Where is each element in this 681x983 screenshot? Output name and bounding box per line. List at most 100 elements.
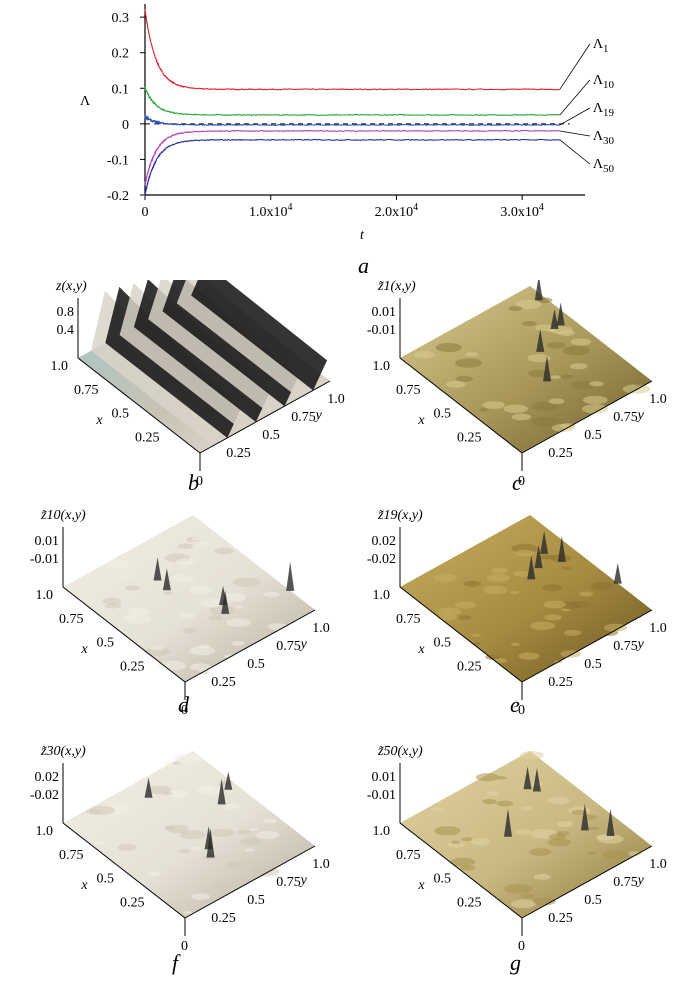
surface-bump	[570, 380, 596, 390]
origin-label: 0	[196, 474, 203, 489]
x-tick-label: 0.75	[396, 848, 421, 863]
y-tick-label: 0.5	[247, 893, 265, 908]
y-tick-label: 0.75	[291, 410, 316, 425]
surface-bump	[531, 416, 559, 427]
z-tick-label: 0.01	[35, 534, 60, 549]
surface-bump	[250, 828, 259, 831]
surface-bump	[627, 613, 643, 619]
surface-bump	[105, 602, 122, 609]
surface-bump	[225, 861, 245, 868]
caption-d: d	[178, 692, 190, 717]
surface-bump	[486, 573, 510, 582]
z-axis-label: z̃50(x,y)	[377, 744, 423, 759]
surface-e	[400, 515, 652, 682]
y-tick-label: 0.25	[226, 446, 251, 461]
series-leader-30	[559, 130, 590, 137]
x-tick-label: 3.0x104	[500, 202, 544, 220]
surface-bump	[463, 580, 482, 587]
surface-spike	[534, 280, 543, 301]
surface-bump	[262, 818, 277, 824]
x-axis-line	[62, 822, 186, 919]
surface-spike	[504, 808, 513, 837]
x-tick-label: 0.5	[97, 872, 115, 887]
surface-bump	[461, 837, 473, 842]
surface-plots: 0 1.0 0.75 0.5 0.25 x 0.25 0.5 0.75 1.0 y 0.8 0.4 z(x…	[30, 280, 667, 975]
surface-spike	[224, 771, 233, 790]
caption-c: c	[512, 470, 522, 495]
surface-bump	[482, 401, 505, 409]
surface-bump	[520, 893, 535, 899]
x-axis-line	[399, 357, 523, 454]
surface-bump	[102, 597, 122, 605]
surface-bump	[546, 341, 566, 349]
x-tick-label: 0.5	[112, 407, 130, 422]
z-tick-label: -0.02	[30, 788, 59, 803]
x-tick-label: 1.0	[373, 359, 391, 374]
surface-bump	[89, 805, 115, 815]
x-axis-label: x	[417, 878, 425, 893]
surface-bump	[519, 751, 544, 760]
surface-c	[400, 286, 652, 453]
y-tick-label: 0.75	[613, 639, 638, 654]
surface-spike	[204, 826, 213, 850]
surface-spike	[606, 808, 615, 837]
z-axis-label: z(x,y)	[55, 280, 87, 294]
surface-bump	[511, 899, 537, 909]
x-tick-label: 1.0	[36, 824, 54, 839]
lambda-line-chart: 0.3 0.2 0.1 0 -0.1 -0.2 0 1.0x104 2.0x104 3.0x104…	[80, 4, 615, 278]
surface-bump	[218, 782, 228, 786]
surface-bump	[199, 541, 211, 546]
x-axis-label: x	[80, 878, 88, 893]
surface-spike	[217, 778, 226, 805]
chart-series	[144, 8, 561, 197]
z-axis-label: z̃1(x,y)	[377, 280, 416, 294]
surface-bump	[183, 628, 198, 634]
surface-spike	[536, 328, 545, 352]
surface-spike	[153, 557, 162, 581]
surface-bump	[503, 404, 529, 414]
x-tick-label: 1.0	[51, 359, 69, 374]
x-tick-label: 0.75	[396, 383, 421, 398]
surface-bump	[223, 803, 240, 810]
series-line-1	[144, 8, 560, 91]
surface-bump	[465, 352, 479, 357]
surface-bump	[414, 350, 435, 359]
x-tick-label: 0.75	[59, 848, 84, 863]
surface-bump	[547, 838, 572, 847]
surface-bump	[561, 608, 571, 612]
x-tick-label: 0.25	[457, 659, 482, 674]
y-tick-label: 0.75	[276, 639, 301, 654]
surface-spike	[613, 562, 622, 584]
surface-bump	[214, 883, 230, 889]
x-tick-label: 0.75	[396, 612, 421, 627]
surface-bump	[455, 375, 474, 382]
y-axis-line	[184, 609, 316, 683]
x-tick-label: 0.25	[135, 430, 160, 445]
surface-bump	[451, 840, 460, 844]
z-axis-label: z̃10(x,y)	[40, 508, 86, 523]
surface-bump	[431, 807, 443, 812]
surface-d	[63, 515, 315, 682]
surface-bump	[590, 581, 615, 591]
y-axis-line	[521, 609, 653, 683]
surface-spike	[540, 530, 549, 554]
surface-bump	[546, 329, 556, 333]
surface-bump	[433, 573, 457, 582]
y-axis-line	[521, 380, 653, 454]
y-tick-label: 0.75	[276, 875, 301, 890]
surface-spike	[580, 803, 589, 831]
origin-label: 0	[518, 474, 525, 489]
y-tick-label: 1.0	[649, 392, 667, 407]
x-axis-line	[62, 586, 186, 683]
surface-bump	[475, 773, 499, 782]
surface-spike	[542, 355, 551, 382]
surface-bump	[179, 830, 206, 840]
surface-bump	[508, 306, 523, 311]
surface-spike	[556, 302, 565, 326]
y-tick-label: 0.5	[247, 657, 265, 672]
surface-spike	[162, 568, 171, 591]
surface-bump	[162, 791, 173, 796]
y-axis-label: y	[636, 873, 645, 888]
surface-bump	[189, 663, 211, 671]
series-label-1: Λ1	[593, 37, 609, 55]
